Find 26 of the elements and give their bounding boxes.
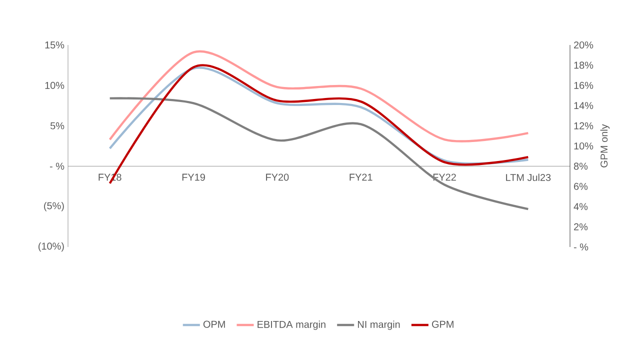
- y-tick-label: (5%): [44, 202, 64, 212]
- y-tick-label: 10%: [45, 82, 64, 89]
- y-tick-label: (10%): [38, 242, 64, 252]
- y-tick-label: 5%: [50, 122, 64, 130]
- legend-label: EBITDA margin: [258, 320, 326, 330]
- y2-tick-label: 14%: [574, 102, 594, 110]
- y2-tick-label: 16%: [574, 82, 594, 89]
- y2-tick-label: 18%: [574, 62, 594, 69]
- y2-tick-label: 2%: [574, 223, 588, 230]
- y-tick-label: - %: [50, 162, 64, 170]
- legend-label: NI margin: [358, 320, 400, 330]
- y-tick-label: 15%: [45, 41, 64, 48]
- legend-label: GPM: [432, 320, 454, 328]
- legend-label: OPM: [203, 320, 225, 328]
- x-tick-label: FY21: [350, 174, 372, 181]
- x-tick-label: FY19: [182, 174, 205, 181]
- y2-tick-label: 4%: [574, 203, 588, 210]
- y2-tick-label: - %: [574, 244, 588, 250]
- y2-tick-label: 10%: [574, 142, 594, 150]
- y2-tick-label: 6%: [574, 182, 588, 190]
- y2-tick-label: 8%: [574, 162, 588, 170]
- x-tick-label: LTM Jul23: [506, 174, 551, 182]
- y2-tick-label: 12%: [574, 122, 594, 130]
- y2-axis-title: GPM only: [600, 124, 610, 168]
- y2-tick-label: 20%: [574, 41, 594, 49]
- x-tick-label: FY20: [266, 174, 289, 181]
